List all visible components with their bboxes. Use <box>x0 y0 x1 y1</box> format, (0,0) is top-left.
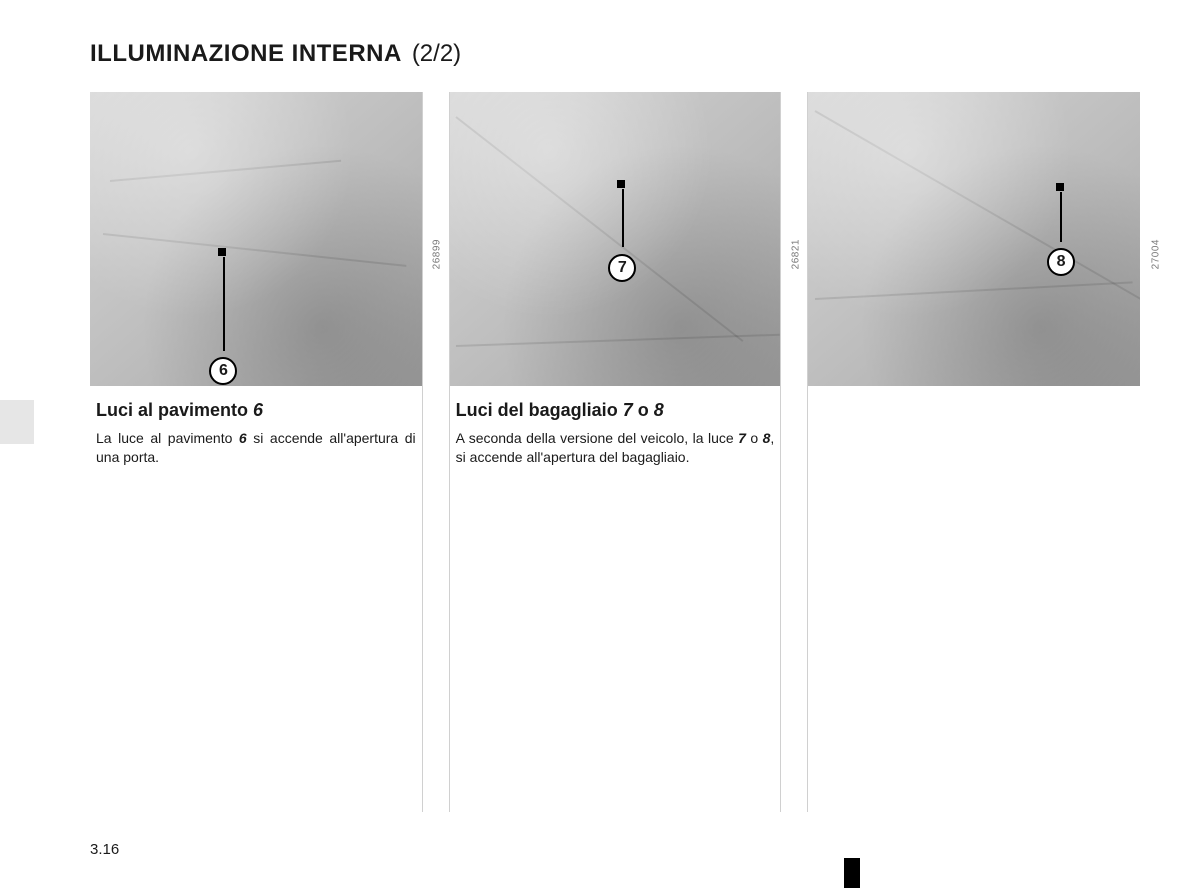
body-2-part2: o <box>746 430 763 446</box>
figure-1: 26899 6 <box>90 92 422 386</box>
column-2: 26821 7 Luci del bagagliaio 7 o 8 A seco… <box>449 92 782 812</box>
manual-page: ILLUMINAZIONE INTERNA (2/2) 26899 6 Luci… <box>0 0 1200 888</box>
callout-3-line <box>1060 192 1062 242</box>
callout-2: 7 <box>608 254 636 282</box>
figure-3-image <box>808 92 1140 386</box>
callout-3-number: 8 <box>1057 253 1066 271</box>
column-1-heading: Luci al pavimento 6 <box>96 400 416 421</box>
body-2-part1: 7 <box>738 430 746 446</box>
title-sub: (2/2) <box>412 40 461 68</box>
heading-2-pre: Luci del bagagliaio <box>456 400 623 420</box>
column-1-body: La luce al pavimento 6 si accende al­l'a… <box>96 429 416 467</box>
callout-2-number: 7 <box>618 259 627 277</box>
heading-1-em: 6 <box>253 400 263 420</box>
figure-1-image <box>90 92 422 386</box>
heading-1-pre: Luci al pavimento <box>96 400 253 420</box>
figure-3-code: 27004 <box>1150 239 1161 269</box>
content-columns: 26899 6 Luci al pavimento 6 La luce al p… <box>90 92 1140 812</box>
callout-1-number: 6 <box>219 362 228 380</box>
figure-2-image <box>450 92 781 386</box>
heading-2-em: 7 <box>623 400 633 420</box>
column-3: 27004 8 <box>807 92 1140 812</box>
body-1-part0: La luce al pavimento <box>96 430 239 446</box>
figure-3: 27004 8 <box>808 92 1140 386</box>
figure-1-code: 26899 <box>432 239 443 269</box>
heading-2-em2: 8 <box>654 400 664 420</box>
figure-2-code: 26821 <box>790 239 801 269</box>
column-1: 26899 6 Luci al pavimento 6 La luce al p… <box>90 92 423 812</box>
callout-1: 6 <box>209 357 237 385</box>
title-main: ILLUMINAZIONE INTERNA <box>90 40 402 68</box>
side-index-tab <box>0 400 34 444</box>
footer-mark <box>844 858 860 888</box>
figure-2: 26821 7 <box>450 92 781 386</box>
callout-1-dot <box>218 248 226 256</box>
callout-2-line <box>622 189 624 247</box>
body-2-part0: A seconda della versione del veicolo, la… <box>456 430 738 446</box>
callout-3-dot <box>1056 183 1064 191</box>
callout-3: 8 <box>1047 248 1075 276</box>
column-2-body: A seconda della versione del veicolo, la… <box>456 429 775 467</box>
column-2-heading: Luci del bagagliaio 7 o 8 <box>456 400 775 421</box>
body-1-part1: 6 <box>239 430 247 446</box>
callout-1-line <box>223 257 225 351</box>
heading-2-mid: o <box>633 400 654 420</box>
page-title: ILLUMINAZIONE INTERNA (2/2) <box>90 40 1140 68</box>
callout-2-dot <box>617 180 625 188</box>
page-number: 3.16 <box>90 841 119 858</box>
